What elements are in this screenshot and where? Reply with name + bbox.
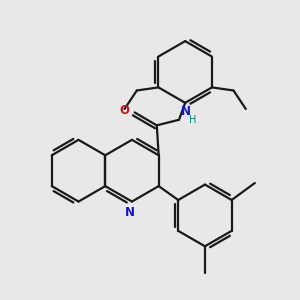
Text: N: N [125,206,135,219]
Text: H: H [189,115,196,125]
Text: N: N [181,105,190,118]
Text: O: O [119,104,129,117]
